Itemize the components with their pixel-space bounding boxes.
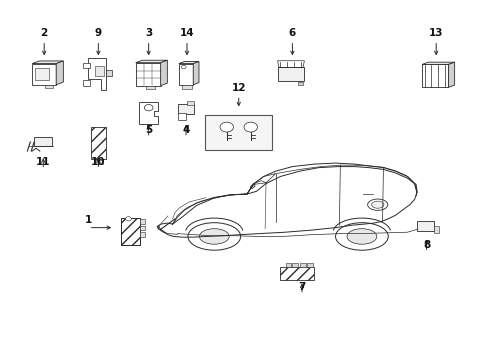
Text: 6: 6 xyxy=(288,28,295,38)
Bar xyxy=(94,160,102,165)
Ellipse shape xyxy=(371,201,383,208)
Bar xyxy=(306,262,312,267)
Bar xyxy=(82,63,89,68)
Polygon shape xyxy=(179,62,199,64)
Circle shape xyxy=(220,122,233,132)
Bar xyxy=(285,262,291,267)
Bar xyxy=(205,115,272,150)
Bar xyxy=(136,63,160,86)
Ellipse shape xyxy=(367,199,387,210)
Bar xyxy=(139,225,145,230)
Bar xyxy=(433,226,438,233)
Text: 8: 8 xyxy=(422,239,429,249)
Text: 1: 1 xyxy=(85,215,92,225)
Text: 4: 4 xyxy=(182,125,189,135)
Bar xyxy=(44,85,53,87)
Text: 7: 7 xyxy=(298,282,305,292)
Bar xyxy=(35,68,49,80)
Text: 3: 3 xyxy=(145,28,152,38)
Polygon shape xyxy=(447,62,454,87)
Circle shape xyxy=(144,104,153,111)
Bar xyxy=(139,219,145,224)
Polygon shape xyxy=(32,61,63,64)
Text: 10: 10 xyxy=(91,157,105,167)
Bar xyxy=(277,67,304,81)
Text: 14: 14 xyxy=(179,28,194,38)
Circle shape xyxy=(181,65,185,69)
Polygon shape xyxy=(160,60,167,86)
Bar xyxy=(187,101,194,105)
Bar xyxy=(292,262,298,267)
Polygon shape xyxy=(139,102,158,123)
Polygon shape xyxy=(56,61,63,85)
Bar xyxy=(106,69,112,76)
Bar xyxy=(179,64,193,85)
Ellipse shape xyxy=(199,229,229,244)
Polygon shape xyxy=(421,62,454,64)
Bar xyxy=(94,66,104,76)
Text: 11: 11 xyxy=(36,157,50,167)
Bar xyxy=(34,138,52,146)
Bar xyxy=(32,64,56,85)
Ellipse shape xyxy=(346,229,376,244)
Text: 13: 13 xyxy=(428,28,443,38)
Circle shape xyxy=(244,122,257,132)
Bar xyxy=(82,80,89,86)
Bar xyxy=(416,221,433,231)
Bar xyxy=(280,267,313,280)
Bar xyxy=(182,85,191,89)
Bar xyxy=(91,127,105,159)
Bar xyxy=(178,113,185,120)
Bar xyxy=(178,104,193,114)
Ellipse shape xyxy=(335,223,387,250)
Bar xyxy=(297,82,303,85)
Bar xyxy=(146,86,155,89)
Bar xyxy=(139,232,145,237)
Bar xyxy=(300,262,305,267)
Text: 9: 9 xyxy=(95,28,102,38)
Ellipse shape xyxy=(187,223,240,250)
Bar xyxy=(421,64,447,87)
Text: 2: 2 xyxy=(41,28,48,38)
Polygon shape xyxy=(193,62,199,85)
Polygon shape xyxy=(136,60,167,63)
Polygon shape xyxy=(88,58,106,90)
Text: 12: 12 xyxy=(231,82,245,93)
Circle shape xyxy=(125,217,131,221)
Bar xyxy=(121,218,139,244)
Text: 5: 5 xyxy=(145,125,152,135)
